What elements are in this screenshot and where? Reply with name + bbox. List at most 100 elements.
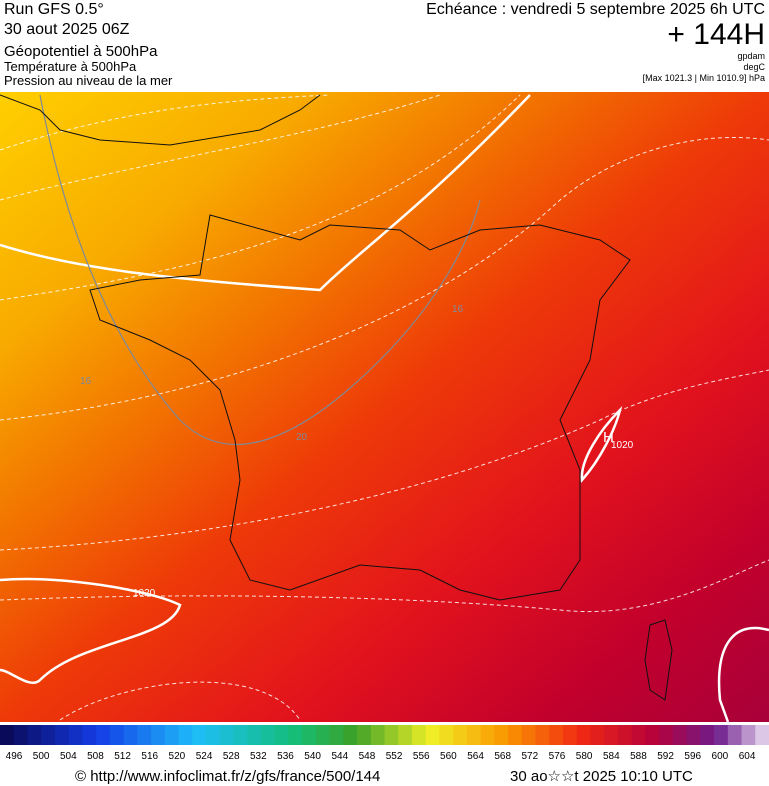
- scale-label: 528: [223, 751, 240, 762]
- scale-cell: [425, 725, 440, 745]
- layer-label: Température à 500hPa: [4, 59, 137, 74]
- scale-cell: [576, 725, 591, 745]
- scale-cell: [686, 725, 701, 745]
- scale-cell: [480, 725, 495, 745]
- geopotential-line: [39, 94, 481, 445]
- scale-label: 560: [440, 751, 457, 762]
- isobar: [0, 577, 182, 684]
- scale-cell: [563, 725, 578, 745]
- scale-cell: [260, 725, 276, 745]
- scale-cell: [617, 725, 633, 745]
- scale-cell: [0, 725, 15, 745]
- isobar-label: 1020: [133, 588, 156, 599]
- scale-cell: [398, 725, 413, 745]
- scale-cell: [727, 725, 743, 745]
- scale-cell: [755, 725, 769, 745]
- isobar: [580, 405, 623, 483]
- coastline: [644, 619, 673, 701]
- scale-label: 520: [169, 751, 186, 762]
- scale-label: 596: [684, 751, 701, 762]
- scale-cell: [549, 725, 564, 745]
- scale-cell: [466, 725, 482, 745]
- map: H 1020 1020 16 16 20: [0, 92, 769, 723]
- scale-label: 516: [141, 751, 158, 762]
- scale-cell: [700, 725, 715, 745]
- scale-label: 536: [277, 751, 294, 762]
- color-scale: 496 500 504 508 512 516 520 524 528 532 536 540 544 5…: [0, 725, 769, 762]
- scale-cell: [590, 725, 605, 745]
- scale-cell: [659, 725, 674, 745]
- scale-cell: [343, 725, 358, 745]
- scale-cell: [247, 725, 262, 745]
- scale-label: 572: [522, 751, 539, 762]
- scale-cell: [137, 725, 152, 745]
- scale-cell: [672, 725, 688, 745]
- isobar: [0, 94, 531, 292]
- scale-cell: [370, 725, 385, 745]
- scale-cell: [741, 725, 756, 745]
- coastline: [0, 94, 321, 146]
- scale-label: 508: [87, 751, 104, 762]
- scale-cell: [96, 725, 111, 745]
- scale-cell: [453, 725, 468, 745]
- scale-label: 540: [304, 751, 321, 762]
- contour-label: 16: [452, 304, 464, 315]
- scale-label: 564: [467, 751, 484, 762]
- scale-cell: [219, 725, 234, 745]
- scale-cell: [82, 725, 97, 745]
- scale-label: 500: [33, 751, 50, 762]
- isobar: [717, 626, 769, 723]
- scale-cell: [439, 725, 454, 745]
- scale-cell: [178, 725, 193, 745]
- scale-label: 496: [6, 751, 23, 762]
- unit: gpdam: [737, 51, 765, 61]
- scale-cell: [521, 725, 537, 745]
- scale-cell: [494, 725, 509, 745]
- scale-label: 512: [114, 751, 131, 762]
- scale-cell: [288, 725, 303, 745]
- scale-cell: [714, 725, 729, 745]
- scale-cell: [411, 725, 427, 745]
- scale-label: 588: [630, 751, 647, 762]
- scale-cell: [645, 725, 660, 745]
- lead-time: + 144H: [667, 18, 765, 51]
- isotherm: [59, 681, 301, 721]
- scale-label: 600: [712, 751, 729, 762]
- scale-cell: [357, 725, 372, 745]
- scale-label: 544: [331, 751, 348, 762]
- isobar-label: 1020: [611, 440, 634, 451]
- scale-cell: [192, 725, 207, 745]
- scale-label: 604: [739, 751, 756, 762]
- isotherm: [0, 559, 769, 612]
- scale-cell: [205, 725, 221, 745]
- pressure-center: H: [603, 429, 614, 446]
- scale-label: 532: [250, 751, 267, 762]
- run-title: Run GFS 0.5°: [4, 1, 104, 18]
- source-url: © http://www.infoclimat.fr/z/gfs/france/…: [75, 768, 380, 785]
- scale-label: 580: [576, 751, 593, 762]
- scale-label: 524: [196, 751, 213, 762]
- scale-cell: [13, 725, 28, 745]
- layer-label: Géopotentiel à 500hPa: [4, 43, 158, 60]
- scale-cell: [27, 725, 42, 745]
- scale-label: 504: [60, 751, 77, 762]
- scale-cell: [164, 725, 180, 745]
- scale-cell: [631, 725, 646, 745]
- scale-label: 568: [494, 751, 511, 762]
- scale-label: 592: [657, 751, 674, 762]
- contour-label: 20: [296, 432, 308, 443]
- scale-label: 576: [549, 751, 566, 762]
- scale-cell: [315, 725, 331, 745]
- scale-label: 584: [603, 751, 620, 762]
- scale-label: 548: [359, 751, 376, 762]
- scale-cell: [109, 725, 125, 745]
- scale-cell: [123, 725, 138, 745]
- scale-cell: [233, 725, 248, 745]
- scale-cell: [604, 725, 619, 745]
- scale-cell: [68, 725, 83, 745]
- scale-cell: [302, 725, 317, 745]
- layer-label: Pression au niveau de la mer: [4, 73, 173, 88]
- unit: [Max 1021.3 | Min 1010.9] hPa: [643, 73, 765, 83]
- scale-label: 552: [386, 751, 403, 762]
